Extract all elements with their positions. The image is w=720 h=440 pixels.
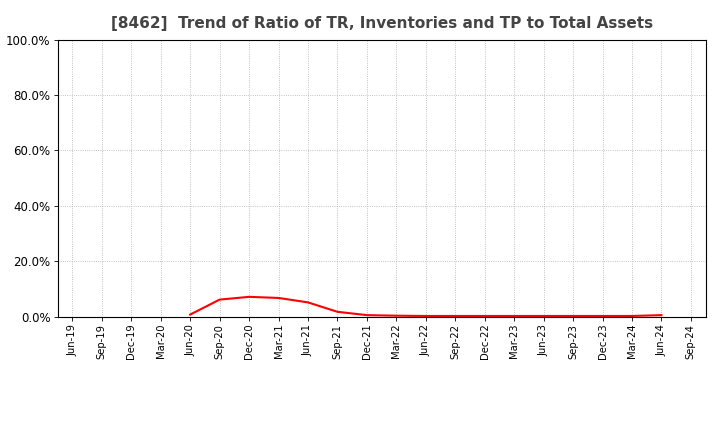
Trade Receivables — [628, 313, 636, 319]
Trade Receivables — [363, 312, 372, 318]
Line: Trade Receivables: Trade Receivables — [190, 297, 662, 316]
Trade Receivables — [392, 313, 400, 318]
Trade Receivables — [598, 313, 607, 319]
Trade Receivables — [510, 313, 518, 319]
Title: [8462]  Trend of Ratio of TR, Inventories and TP to Total Assets: [8462] Trend of Ratio of TR, Inventories… — [111, 16, 652, 32]
Trade Receivables — [333, 309, 342, 315]
Trade Receivables — [480, 313, 489, 319]
Trade Receivables — [657, 312, 666, 318]
Trade Receivables — [451, 313, 459, 319]
Trade Receivables — [539, 313, 548, 319]
Trade Receivables — [215, 297, 224, 302]
Trade Receivables — [186, 312, 194, 317]
Trade Receivables — [304, 300, 312, 305]
Trade Receivables — [274, 295, 283, 301]
Trade Receivables — [569, 313, 577, 319]
Trade Receivables — [245, 294, 253, 300]
Trade Receivables — [421, 313, 430, 319]
